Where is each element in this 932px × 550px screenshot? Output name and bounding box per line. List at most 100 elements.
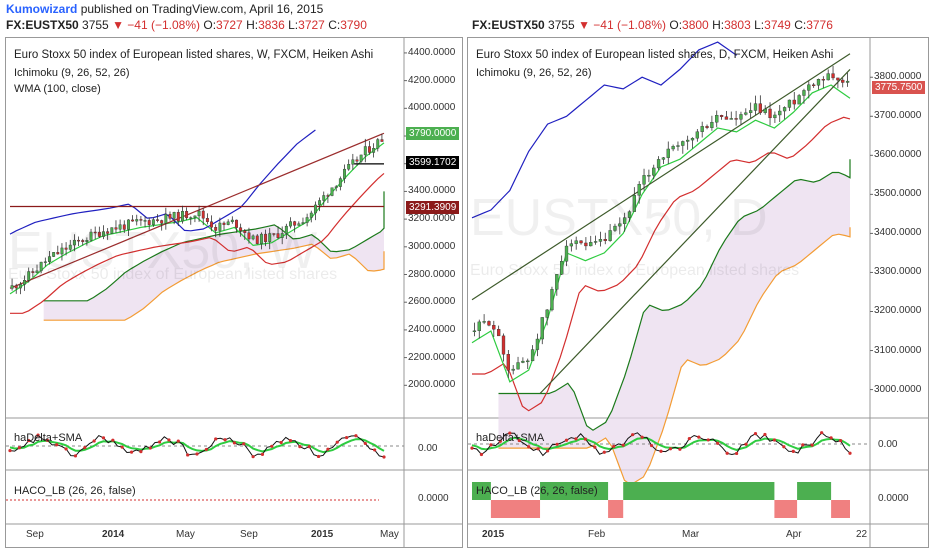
r-candle-body — [497, 329, 501, 337]
l-candle-body — [268, 233, 272, 242]
r-y-tick-label: 3300.0000 — [874, 266, 922, 278]
r-candle-body — [656, 159, 661, 169]
r-x-tick-label: Feb — [588, 529, 606, 540]
r-candle-body — [521, 360, 525, 363]
r-osc1-dot — [583, 437, 587, 441]
l-candle-body — [135, 219, 139, 222]
l-osc1-dot — [214, 437, 218, 441]
l-candle-body — [205, 218, 209, 222]
r-y-tick-label: 3600.0000 — [874, 149, 922, 161]
r-candle-body — [627, 211, 632, 218]
l-osc1-dot — [195, 452, 199, 456]
r-haco-bar-up — [540, 482, 609, 500]
left-osc2-label: HACO_LB (26, 26, false) — [14, 485, 136, 497]
l-candle-body — [272, 233, 276, 235]
r-candle-body — [603, 239, 607, 241]
right-last: 3755 — [548, 18, 575, 32]
r-candle-body — [778, 110, 782, 116]
l-candle-body — [185, 211, 189, 219]
l-osc1-dot — [139, 450, 143, 454]
r-osc1-dot — [735, 451, 739, 456]
r-candle-body — [574, 240, 578, 244]
right-osc1-label: haDelta+SMA — [476, 432, 545, 444]
l-candle-body — [309, 212, 313, 218]
l-candle-body — [189, 217, 193, 219]
l-candle-body — [126, 219, 130, 230]
r-candle-body — [569, 243, 574, 247]
r-candle-body — [506, 353, 510, 371]
l-y-tick-label: 3200.0000 — [408, 213, 456, 225]
l-senkou-span-b — [43, 243, 385, 321]
left-osc1-label: haDelta+SMA — [14, 432, 83, 444]
l-candle-body — [313, 204, 317, 214]
l-candle-body — [27, 271, 31, 281]
l-candle-body — [284, 225, 288, 234]
l-osc1-dot — [307, 444, 311, 449]
l-chikou-span — [9, 129, 316, 235]
l-kijun-sen — [10, 172, 385, 314]
r-osc1-dot — [517, 438, 521, 443]
l-y-tick-label: 4200.0000 — [408, 74, 456, 86]
r-candle-body — [589, 242, 593, 247]
l-candle-body — [214, 227, 218, 231]
r-candle-body — [821, 79, 825, 81]
r-ichimoku-cloud — [498, 159, 850, 485]
l-candle-body — [93, 231, 97, 234]
left-chart[interactable]: EUSTX50, W Euro Stoxx 50 index of Europe… — [5, 37, 463, 548]
right-watermark-sub: Euro Stoxx 50 index of European listed s… — [470, 262, 800, 279]
r-candle-body — [652, 167, 656, 176]
l-candle-body — [239, 227, 243, 232]
l-candle-body — [322, 195, 326, 201]
right-symbol: FX:EUSTX50 — [472, 18, 545, 32]
l-candle-body — [131, 219, 135, 222]
r-tenkan-sen — [471, 84, 851, 383]
l-candle-body — [301, 222, 305, 224]
left-chart-canvas[interactable] — [6, 38, 462, 547]
l-x-tick-label: Sep — [26, 529, 44, 540]
l-osc1-dot — [101, 436, 106, 440]
r-candle-body — [749, 110, 753, 113]
l-candle-body — [85, 240, 89, 242]
l-osc1-dot — [354, 434, 358, 438]
l-osc1-dot — [148, 446, 152, 450]
l-candle-body — [72, 239, 76, 246]
l-candle-body — [280, 233, 284, 238]
l-candle-body — [52, 252, 56, 257]
r-candle-body — [637, 184, 641, 196]
l-osc1-dot — [335, 440, 339, 444]
r-osc1-dot — [659, 449, 663, 453]
right-chart-canvas[interactable] — [468, 38, 928, 547]
r-candle-body — [676, 145, 680, 147]
l-candle-body — [39, 261, 43, 272]
r-candle-body — [492, 325, 496, 330]
r-x-tick-label: 2015 — [482, 529, 505, 540]
left-l-label: L: — [288, 18, 299, 32]
r-candle-body — [642, 175, 646, 185]
l-candle-body — [156, 219, 159, 221]
r-candle-body — [477, 321, 481, 332]
r-haco-bar-up — [472, 482, 491, 500]
l-candle-body — [14, 285, 18, 289]
left-ichimoku-label: Ichimoku (9, 26, 52, 26) — [14, 67, 130, 79]
l-osc1-dot — [382, 455, 386, 459]
l-candle-body — [251, 235, 255, 240]
l-osc1-dot — [27, 438, 31, 443]
r-candle-body — [613, 225, 617, 231]
l-y-tick-label: 2600.0000 — [408, 296, 456, 308]
l-candle-body — [60, 247, 64, 255]
l-candle-body — [247, 232, 251, 240]
l-candle-body — [334, 186, 338, 188]
l-candle-body — [343, 168, 346, 179]
author-link[interactable]: Kumowizard — [6, 2, 78, 16]
l-candle-body — [68, 244, 72, 250]
r-osc1-dot — [763, 432, 767, 437]
r-candle-body — [715, 115, 719, 123]
l-osc1-dot — [158, 440, 162, 444]
r-osc1-dot — [593, 445, 597, 449]
r-x-tick-label: 22 — [856, 529, 868, 540]
r-haco-bar-down — [774, 500, 798, 518]
r-candle-body — [845, 80, 850, 83]
l-candle-body — [23, 280, 26, 285]
l-ichimoku-cloud — [43, 191, 384, 321]
right-chart[interactable]: EUSTX50, D Euro Stoxx 50 index of Europe… — [467, 37, 929, 548]
